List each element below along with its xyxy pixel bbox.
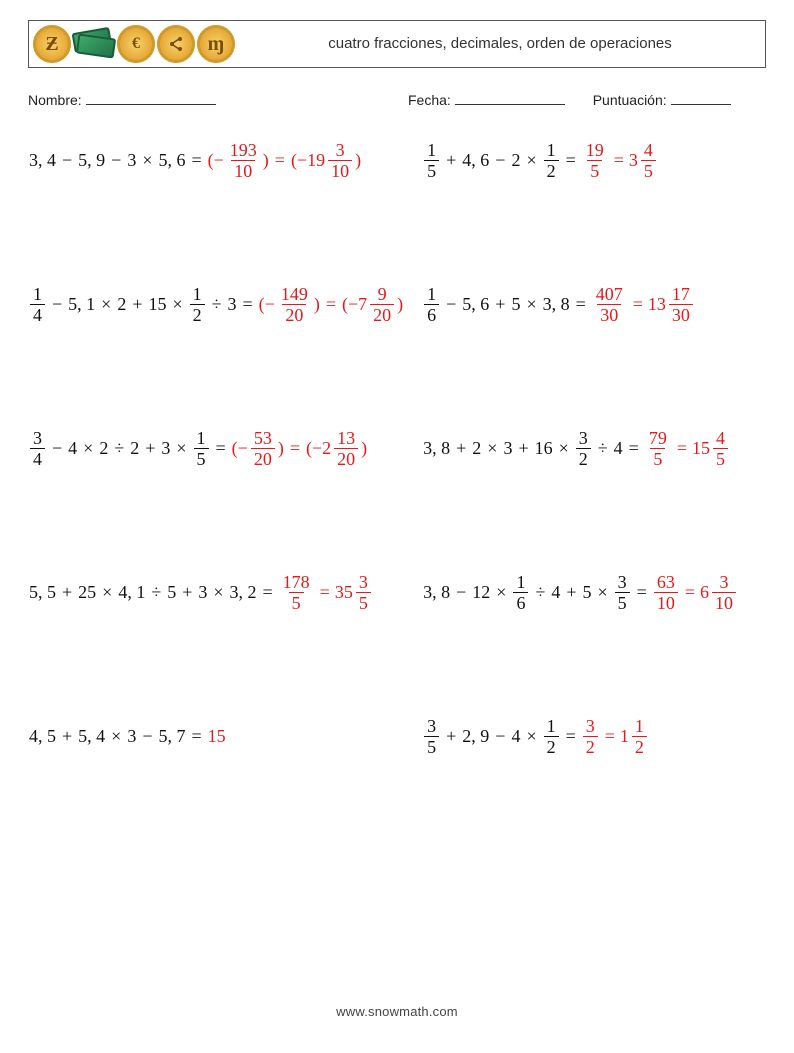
coin-z-icon: Ƶ <box>33 25 71 63</box>
worksheet-title: cuatro fracciones, decimales, orden de o… <box>235 35 765 54</box>
problem-7: 5, 5+25×4, 1÷5+3×3, 2=1785=3535 <box>28 570 404 614</box>
name-label: Nombre: <box>28 92 82 108</box>
problem-9: 4, 5+5, 4×3−5, 7=15 <box>28 714 404 758</box>
header-icons: Ƶ € ɱ <box>29 21 235 67</box>
problem-2: 15+4, 6−2×12=195=345 <box>422 138 766 182</box>
problem-8-answer: 6310=6310 <box>652 573 738 612</box>
coin-share-icon <box>157 25 195 63</box>
problem-3-answer: (−14920)=(−7920) <box>258 285 404 324</box>
problem-9-answer: 15 <box>207 726 227 747</box>
cash-icon <box>73 30 115 58</box>
date-label: Fecha: <box>408 92 451 108</box>
name-blank[interactable] <box>86 90 216 105</box>
problem-5-answer: (−5320)=(−21320) <box>231 429 368 468</box>
score-label: Puntuación: <box>593 92 667 108</box>
date-blank[interactable] <box>455 90 565 105</box>
problem-6-expression: 3, 8+2×3+16×32÷4= <box>422 429 644 468</box>
coin-m-icon: ɱ <box>197 25 235 63</box>
header-bar: Ƶ € ɱ cuatro fracciones, decimales, orde… <box>28 20 766 68</box>
problem-2-answer: 195=345 <box>581 141 658 180</box>
problem-9-expression: 4, 5+5, 4×3−5, 7= <box>28 726 207 747</box>
problem-6: 3, 8+2×3+16×32÷4=795=1545 <box>422 426 766 470</box>
problem-1-answer: (−19310)=(−19310) <box>207 141 362 180</box>
meta-row: Nombre: Fecha: Puntuación: <box>28 90 766 108</box>
problem-8-expression: 3, 8−12×16÷4+5×35= <box>422 573 652 612</box>
problem-1-expression: 3, 4−5, 9−3×5, 6= <box>28 150 207 171</box>
problem-5: 34−4×2÷2+3×15=(−5320)=(−21320) <box>28 426 404 470</box>
problem-3: 14−5, 1×2+15×12÷3=(−14920)=(−7920) <box>28 282 404 326</box>
problem-6-answer: 795=1545 <box>644 429 730 468</box>
problem-4: 16−5, 6+5×3, 8=40730=131730 <box>422 282 766 326</box>
problem-10-answer: 32=112 <box>581 717 649 756</box>
problem-7-expression: 5, 5+25×4, 1÷5+3×3, 2= <box>28 582 278 603</box>
footer-url: www.snowmath.com <box>0 1004 794 1019</box>
problem-3-expression: 14−5, 1×2+15×12÷3= <box>28 285 258 324</box>
problem-2-expression: 15+4, 6−2×12= <box>422 141 581 180</box>
problem-10: 35+2, 9−4×12=32=112 <box>422 714 766 758</box>
coin-euro-icon: € <box>117 25 155 63</box>
problem-10-expression: 35+2, 9−4×12= <box>422 717 581 756</box>
problem-8: 3, 8−12×16÷4+5×35=6310=6310 <box>422 570 766 614</box>
problems-grid: 3, 4−5, 9−3×5, 6=(−19310)=(−19310) 15+4, … <box>28 138 766 758</box>
score-blank[interactable] <box>671 90 731 105</box>
problem-4-expression: 16−5, 6+5×3, 8= <box>422 285 591 324</box>
problem-7-answer: 1785=3535 <box>278 573 373 612</box>
problem-5-expression: 34−4×2÷2+3×15= <box>28 429 231 468</box>
problem-1: 3, 4−5, 9−3×5, 6=(−19310)=(−19310) <box>28 138 404 182</box>
problem-4-answer: 40730=131730 <box>591 285 695 324</box>
